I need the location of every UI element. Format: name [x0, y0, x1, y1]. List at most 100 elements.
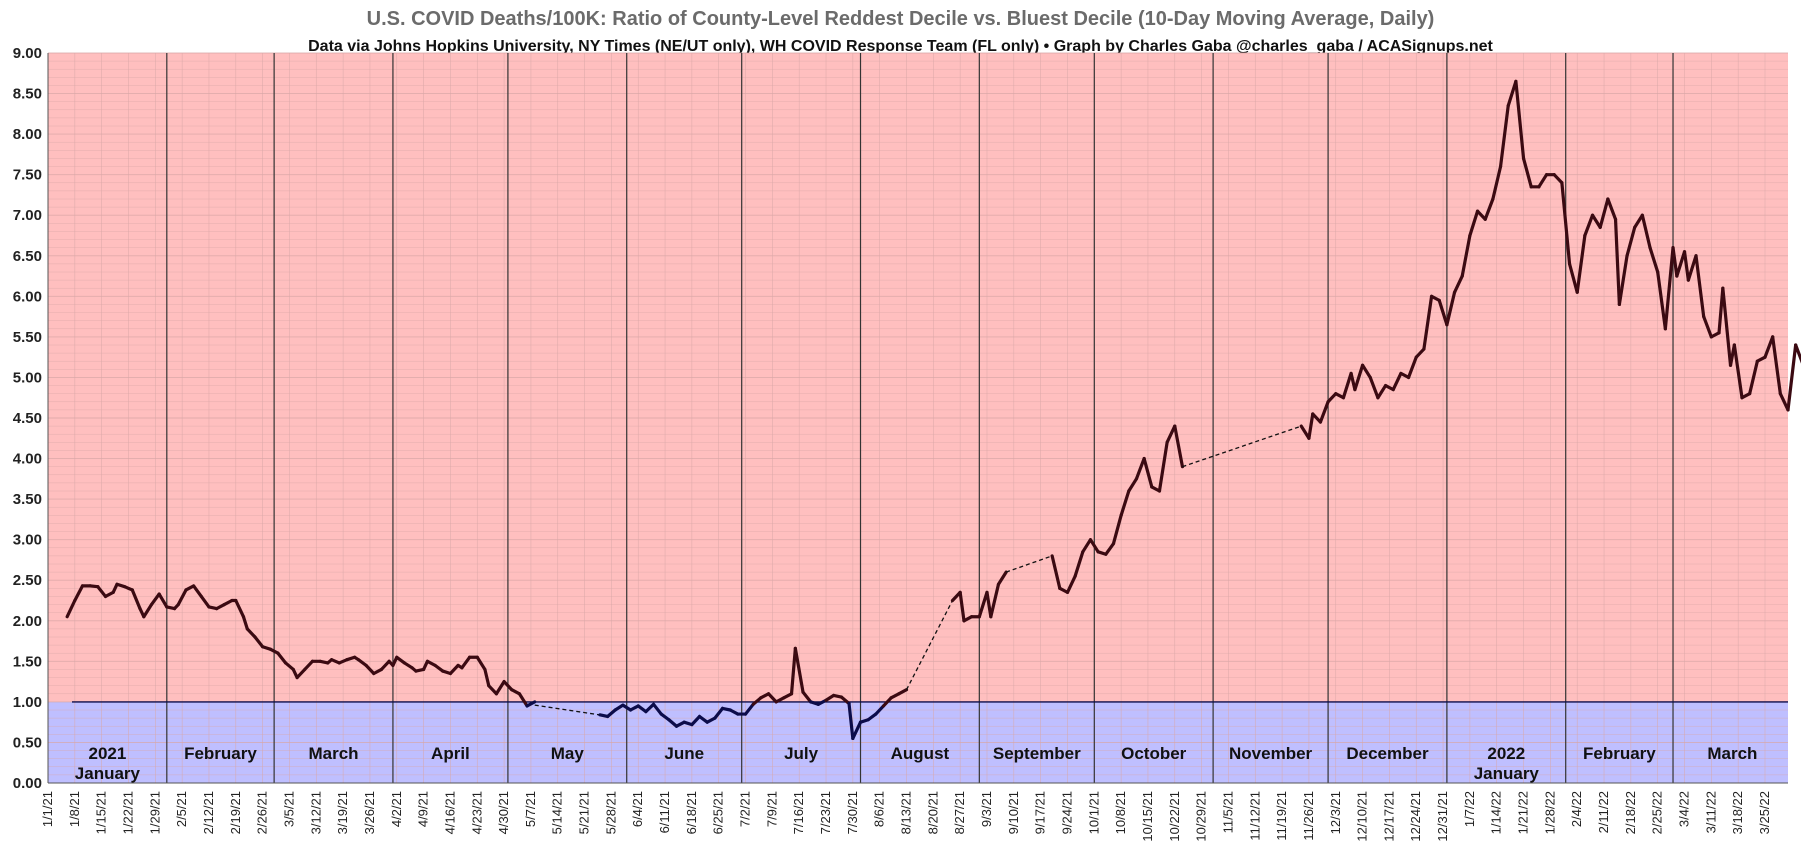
line-segment [1127, 477, 1139, 493]
x-tick-label: 8/13/21 [899, 791, 914, 834]
y-axis: 0.00 0.50 1.00 1.50 2.00 2.50 3.00 3.50 4.00 4.50… [13, 45, 42, 792]
line-segment [234, 598, 246, 619]
x-tick-label: 1/8/21 [67, 791, 82, 827]
x-tick-label: 12/17/21 [1381, 791, 1396, 842]
line-segment [1748, 359, 1759, 396]
x-tick-label: 2/4/22 [1569, 791, 1584, 827]
x-tick-label: 11/12/21 [1247, 791, 1262, 841]
y-tick-label: 2.00 [13, 613, 42, 630]
line-segment [1721, 286, 1733, 367]
x-tick-label: 8/27/21 [952, 791, 967, 834]
y-tick-label: 2.50 [13, 572, 42, 589]
line-segment [1311, 412, 1323, 424]
line-segment [1537, 173, 1549, 189]
line-segment [1406, 355, 1418, 380]
line-segment [667, 718, 679, 728]
line-segment [789, 646, 797, 696]
month-label: April [431, 744, 470, 763]
chart-title: U.S. COVID Deaths/100K: Ratio of County-… [366, 8, 1435, 30]
month-label: July [784, 744, 819, 763]
dashed-gap-segment [905, 600, 954, 690]
y-tick-label: 7.00 [13, 207, 42, 224]
line-segment [295, 667, 307, 680]
y-tick-label: 0.00 [13, 775, 42, 792]
x-tick-label: 10/22/21 [1167, 791, 1182, 842]
line-segment [1498, 104, 1510, 169]
line-segment [1786, 343, 1798, 412]
line-segment [1468, 209, 1480, 238]
x-tick-label: 7/30/21 [845, 791, 860, 834]
x-tick-label: 3/12/21 [308, 791, 323, 834]
month-label: September [993, 744, 1081, 763]
x-tick-label: 8/6/21 [872, 791, 887, 827]
x-tick-label: 1/7/22 [1462, 791, 1477, 827]
line-segment [1360, 363, 1372, 380]
line-segment [1732, 343, 1744, 400]
line-segment [977, 590, 989, 619]
line-segment [713, 706, 725, 720]
month-label: February [1583, 744, 1656, 763]
y-tick-label: 1.00 [13, 694, 42, 711]
month-label: October [1121, 744, 1187, 763]
line-segment [379, 659, 391, 672]
line-segment [958, 590, 966, 623]
line-segment [1491, 164, 1503, 201]
x-tick-label: 1/15/21 [94, 791, 109, 834]
x-tick-label: 5/21/21 [577, 791, 592, 834]
line-segment [1633, 213, 1644, 229]
line-segment [1771, 335, 1782, 396]
month-label: June [664, 744, 704, 763]
x-tick-label: 12/3/21 [1328, 791, 1343, 834]
line-segment [1583, 213, 1595, 238]
y-tick-label: 9.00 [13, 45, 42, 62]
line-segment [199, 594, 211, 609]
x-tick-label: 12/31/21 [1435, 791, 1450, 842]
line-segment [276, 651, 288, 665]
line-segment [1640, 213, 1652, 250]
line-segment [897, 688, 909, 696]
y-tick-label: 3.00 [13, 532, 42, 549]
y-tick-label: 1.50 [13, 653, 42, 670]
line-segment [1065, 574, 1077, 594]
line-segment [1521, 156, 1533, 189]
line-segment [1353, 363, 1365, 392]
line-segment [793, 646, 805, 694]
line-segment [1514, 79, 1526, 161]
x-tick-label: 4/30/21 [496, 791, 511, 834]
line-segment [157, 592, 169, 609]
x-tick-label: 6/4/21 [630, 791, 645, 827]
y-tick-label: 3.50 [13, 491, 42, 508]
y-tick-label: 5.00 [13, 369, 42, 386]
x-tick-label: 10/29/21 [1194, 791, 1209, 842]
y-tick-label: 6.50 [13, 248, 42, 265]
dashed-gap-segment [534, 704, 600, 716]
line-segment [494, 680, 506, 696]
x-tick-label: 1/1/21 [40, 791, 55, 827]
line-segment [1134, 456, 1146, 481]
y-tick-label: 8.00 [13, 126, 42, 143]
line-segment [881, 696, 893, 708]
line-segment [690, 714, 702, 727]
line-segment [1617, 254, 1629, 307]
line-segment [1552, 173, 1564, 185]
x-tick-label: 3/19/21 [335, 791, 350, 834]
x-tick-label: 1/21/22 [1516, 791, 1531, 834]
line-segment [1702, 315, 1713, 339]
month-label: 2022 [1487, 744, 1525, 763]
line-segment [1437, 298, 1449, 327]
line-segment [241, 615, 249, 631]
line-segment [1475, 209, 1487, 221]
x-tick-label: 1/14/22 [1489, 791, 1504, 834]
month-label: December [1346, 744, 1429, 763]
x-tick-label: 2/11/22 [1596, 791, 1611, 833]
x-tick-label: 1/29/21 [147, 791, 162, 834]
x-axis: 1/1/21 1/8/21 1/15/21 1/22/21 1/29/21 2/5/21 2… [40, 791, 1772, 842]
line-segment [1376, 383, 1388, 400]
line-segment [1088, 538, 1100, 554]
x-tick-label: 2/18/22 [1623, 791, 1638, 834]
x-tick-label: 10/1/21 [1086, 791, 1101, 834]
line-segment [475, 655, 487, 672]
x-tick-label: 7/23/21 [818, 791, 833, 834]
y-tick-label: 4.00 [13, 451, 42, 468]
